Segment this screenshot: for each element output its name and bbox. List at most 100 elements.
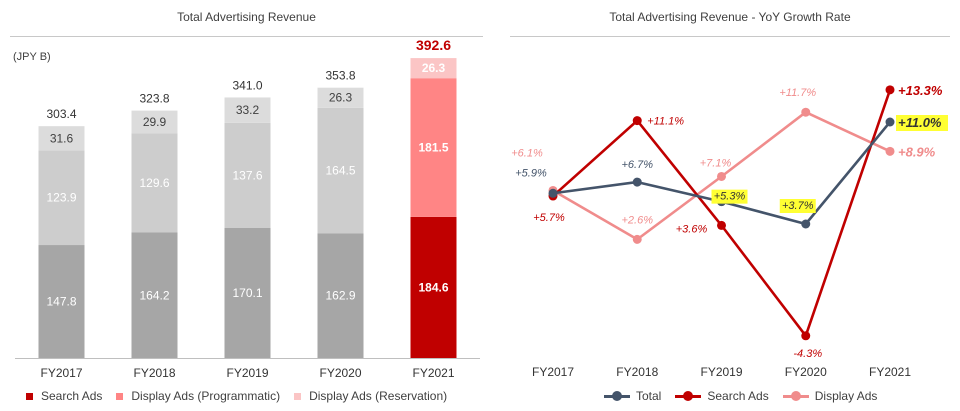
bar-chart-title: Total Advertising Revenue xyxy=(177,10,316,24)
line-value-label-display-ads-fy2018: +2.6% xyxy=(622,214,654,226)
bar-x-tick-fy2021: FY2021 xyxy=(412,366,454,380)
legend-label-display-reservation: Display Ads (Reservation) xyxy=(309,389,448,403)
legend-label-display-programmatic: Display Ads (Programmatic) xyxy=(131,389,281,403)
line-value-label-search-ads-fy2019: +3.6% xyxy=(676,223,708,235)
line-point-total-fy2017 xyxy=(548,188,558,198)
legend-marker-total xyxy=(604,391,630,401)
bar-value-label-search-ads-fy2018: 164.2 xyxy=(139,288,169,302)
legend-label-search-ads-line: Search Ads xyxy=(707,389,769,403)
line-value-label-search-ads-fy2021: +13.3% xyxy=(898,83,943,98)
bar-value-label-display-ads-reservation-fy2018: 29.9 xyxy=(143,115,167,129)
legend-item-display-reservation: Display Ads (Reservation) xyxy=(294,389,447,403)
bar-segment-display-ads-programmatic-fy2017 xyxy=(38,150,85,246)
line-chart-title-rule xyxy=(510,36,950,37)
line-value-label-total-fy2019: +5.3% xyxy=(714,191,746,203)
bar-value-label-display-ads-reservation-fy2020: 26.3 xyxy=(329,91,353,105)
legend-item-search-ads-line: Search Ads xyxy=(675,389,769,403)
highlight-box-total-fy2019 xyxy=(711,189,748,204)
line-point-search-ads-fy2019 xyxy=(717,220,726,230)
bar-value-label-display-ads-programmatic-fy2019: 137.6 xyxy=(232,168,262,182)
legend-item-total: Total xyxy=(604,389,661,403)
legend-item-display-programmatic: Display Ads (Programmatic) xyxy=(116,389,280,403)
bar-value-label-display-ads-programmatic-fy2020: 164.5 xyxy=(325,164,355,178)
line-value-label-display-ads-fy2019: +7.1% xyxy=(700,157,732,169)
bar-total-label-fy2021: 392.6 xyxy=(416,37,451,53)
bar-segment-search-ads-fy2021 xyxy=(410,216,457,358)
bar-segment-display-ads-reservation-fy2021 xyxy=(410,58,457,79)
bar-total-label-fy2019: 341.0 xyxy=(232,78,262,92)
bar-x-tick-fy2019: FY2019 xyxy=(226,366,268,380)
line-point-display-ads-fy2020 xyxy=(801,107,811,117)
line-value-label-total-fy2017: +5.9% xyxy=(515,167,547,179)
legend-label-total: Total xyxy=(636,389,662,403)
bar-segment-display-ads-programmatic-fy2019 xyxy=(224,122,271,228)
bar-value-label-search-ads-fy2019: 170.1 xyxy=(232,286,262,300)
legend-marker-search-ads xyxy=(675,391,702,401)
line-value-label-display-ads-fy2021: +8.9% xyxy=(898,144,936,159)
highlight-box-total-fy2021 xyxy=(896,115,948,131)
line-value-label-total-fy2020: +3.7% xyxy=(782,200,814,212)
legend-swatch-display-programmatic xyxy=(116,392,124,400)
bar-segment-display-ads-reservation-fy2019 xyxy=(224,97,271,123)
line-value-label-search-ads-fy2020: -4.3% xyxy=(793,348,822,360)
bar-x-tick-fy2020: FY2020 xyxy=(319,366,361,380)
line-chart-title: Total Advertising Revenue - YoY Growth R… xyxy=(609,10,851,24)
legend-swatch-display-reservation xyxy=(294,392,302,400)
bar-value-label-display-ads-programmatic-fy2017: 123.9 xyxy=(46,191,76,205)
legend-swatch-search-ads xyxy=(26,392,33,400)
bar-x-tick-fy2017: FY2017 xyxy=(40,366,82,380)
legend-marker-display-ads xyxy=(782,391,809,401)
bar-value-label-search-ads-fy2017: 147.8 xyxy=(46,295,76,309)
line-x-tick-fy2021: FY2021 xyxy=(869,365,911,379)
bar-x-tick-fy2018: FY2018 xyxy=(133,366,175,380)
bar-segment-display-ads-programmatic-fy2021 xyxy=(410,78,457,217)
bar-segment-search-ads-fy2018 xyxy=(131,232,178,358)
bar-value-label-search-ads-fy2021: 184.6 xyxy=(418,280,448,294)
bar-total-label-fy2020: 353.8 xyxy=(325,69,355,83)
line-value-label-display-ads-fy2017: +6.1% xyxy=(511,147,543,159)
bar-segment-search-ads-fy2020 xyxy=(317,233,364,358)
legend-item-search-ads: Search Ads xyxy=(26,389,102,403)
line-point-search-ads-fy2018 xyxy=(632,116,642,126)
legend-label-display-ads-line: Display Ads xyxy=(814,389,878,403)
line-chart-legend: Total Search Ads Display Ads xyxy=(604,389,891,403)
bar-chart-legend: Search Ads Display Ads (Programmatic) Di… xyxy=(26,389,461,403)
bar-value-label-display-ads-programmatic-fy2018: 129.6 xyxy=(139,176,169,190)
bar-segment-display-ads-reservation-fy2018 xyxy=(131,110,178,134)
bar-value-label-search-ads-fy2020: 162.9 xyxy=(325,289,355,303)
bar-chart-title-rule xyxy=(10,36,483,37)
bar-value-label-display-ads-programmatic-fy2021: 181.5 xyxy=(418,141,448,155)
line-value-label-display-ads-fy2020: +11.7% xyxy=(779,87,816,99)
bar-segment-display-ads-programmatic-fy2020 xyxy=(317,107,364,234)
bar-segment-search-ads-fy2019 xyxy=(224,227,271,358)
line-point-display-ads-fy2021 xyxy=(885,146,895,156)
line-point-search-ads-fy2021 xyxy=(885,85,895,95)
highlight-box-total-fy2020 xyxy=(779,199,816,213)
legend-label-search-ads: Search Ads xyxy=(41,389,103,403)
line-point-display-ads-fy2018 xyxy=(632,234,642,244)
line-x-tick-fy2019: FY2019 xyxy=(700,365,742,379)
line-value-label-search-ads-fy2018: +11.1% xyxy=(647,116,684,128)
line-point-total-fy2021 xyxy=(885,117,895,127)
bar-segment-search-ads-fy2017 xyxy=(38,245,85,358)
line-x-tick-fy2020: FY2020 xyxy=(785,365,827,379)
line-x-tick-fy2017: FY2017 xyxy=(532,365,574,379)
bar-value-label-display-ads-reservation-fy2017: 31.6 xyxy=(50,131,74,145)
line-point-total-fy2020 xyxy=(801,219,811,229)
bar-total-label-fy2017: 303.4 xyxy=(46,107,76,121)
legend-item-display-ads-line: Display Ads xyxy=(782,389,878,403)
line-value-label-total-fy2021: +11.0% xyxy=(898,115,942,130)
bar-total-label-fy2018: 323.8 xyxy=(139,92,169,106)
bar-segment-display-ads-reservation-fy2017 xyxy=(38,126,85,151)
line-point-display-ads-fy2019 xyxy=(717,171,726,181)
line-point-total-fy2018 xyxy=(632,177,642,187)
bar-segment-display-ads-reservation-fy2020 xyxy=(317,87,364,108)
line-value-label-search-ads-fy2017: +5.7% xyxy=(533,212,565,224)
bar-value-label-display-ads-reservation-fy2019: 33.2 xyxy=(236,103,260,117)
bar-value-label-display-ads-reservation-fy2021: 26.3 xyxy=(422,61,446,75)
line-value-label-total-fy2018: +6.7% xyxy=(622,159,654,171)
line-x-tick-fy2018: FY2018 xyxy=(616,365,658,379)
bar-chart-unit: (JPY B) xyxy=(13,51,51,63)
bar-segment-display-ads-programmatic-fy2018 xyxy=(131,133,178,233)
